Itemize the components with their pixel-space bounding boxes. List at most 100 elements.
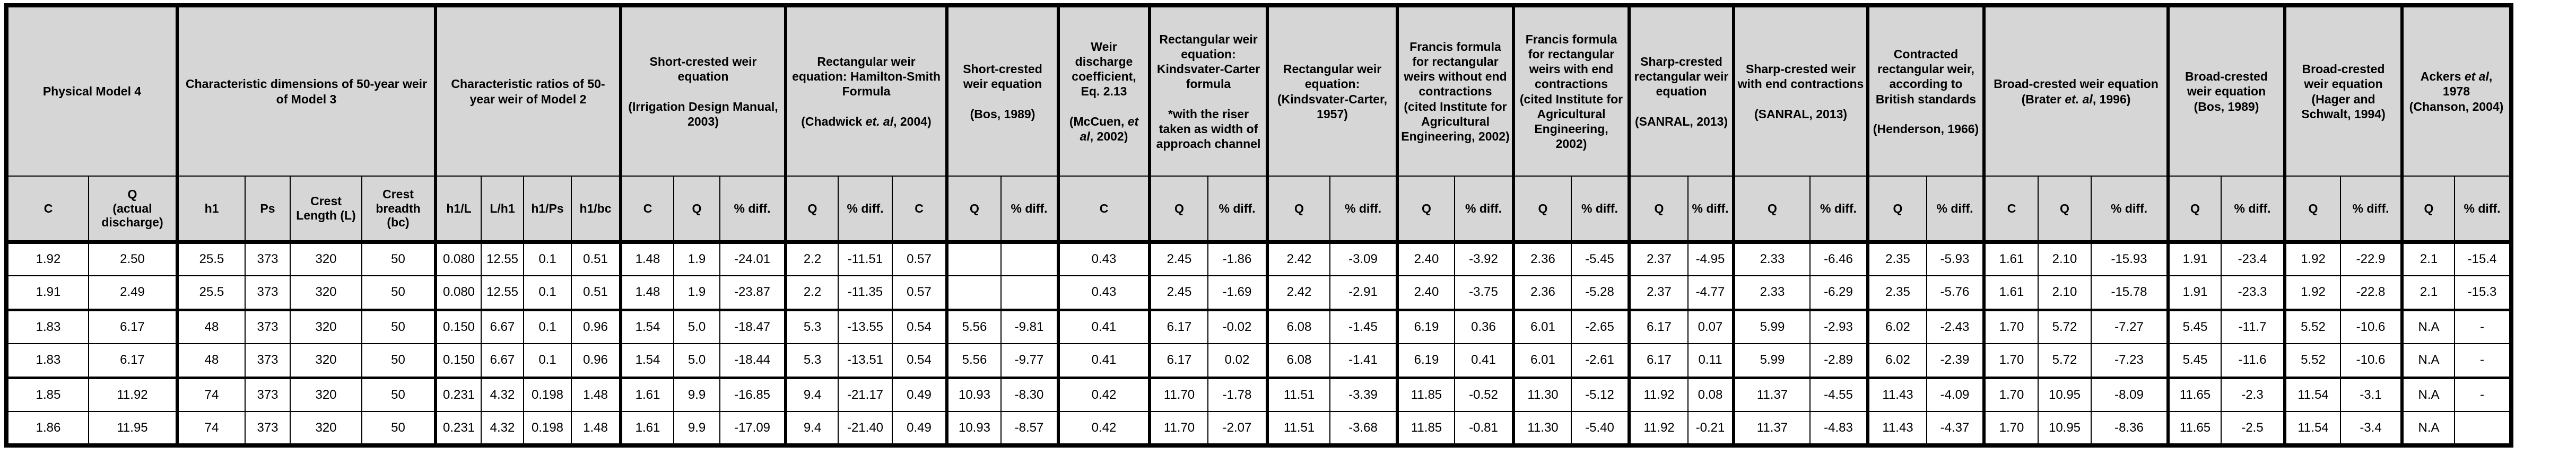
group-header: Rectangular weir equation: Hamilton-Smit… bbox=[784, 5, 947, 177]
group-header: Characteristic dimensions of 50-year wei… bbox=[176, 5, 436, 177]
table-cell: -5.12 bbox=[1571, 377, 1630, 412]
table-cell: 0.11 bbox=[1687, 343, 1734, 379]
table-cell: N.A bbox=[2400, 343, 2455, 379]
table-cell: 2.10 bbox=[2038, 241, 2092, 276]
table-cell: 320 bbox=[290, 343, 362, 379]
table-cell: 0.57 bbox=[892, 241, 947, 276]
column-header: Q bbox=[1732, 176, 1811, 244]
weir-comparison-table-container: Physical Model 4 Characteristic dimension… bbox=[4, 3, 2513, 448]
table-cell: -2.5 bbox=[2221, 411, 2285, 447]
table-cell: 11.54 bbox=[2283, 411, 2341, 447]
table-cell: - bbox=[2454, 377, 2512, 412]
table-cell: 2.10 bbox=[2038, 275, 2092, 311]
table-cell: 11.43 bbox=[1866, 411, 1927, 447]
table-cell: 1.83 bbox=[6, 309, 89, 344]
table-cell: -2.07 bbox=[1207, 411, 1268, 447]
table-cell: 2.33 bbox=[1732, 275, 1811, 311]
column-header: Q bbox=[784, 176, 839, 244]
column-header: Q bbox=[2400, 176, 2455, 244]
table-cell: 0.080 bbox=[434, 241, 482, 276]
table-cell: -2.43 bbox=[1926, 309, 1985, 344]
group-header: Broad-crested weir equation (Bos, 1989) bbox=[2166, 5, 2285, 177]
table-cell: 11.51 bbox=[1266, 411, 1330, 447]
column-header: Q bbox=[945, 176, 1002, 244]
table-cell: -8.09 bbox=[2091, 377, 2169, 412]
table-cell: -3.1 bbox=[2340, 377, 2403, 412]
column-header: h1 bbox=[176, 176, 246, 244]
column-header: Q bbox=[673, 176, 720, 244]
table-cell: 0.96 bbox=[571, 309, 621, 344]
table-cell: 6.17 bbox=[1148, 309, 1208, 344]
table-cell: -10.6 bbox=[2340, 343, 2403, 379]
column-header: C bbox=[1057, 176, 1150, 244]
table-cell: -21.40 bbox=[838, 411, 893, 447]
group-header: Francis formula for rectangular weirs wi… bbox=[1396, 5, 1514, 177]
column-header: % diff. bbox=[1000, 176, 1059, 244]
table-cell: 5.52 bbox=[2283, 309, 2341, 344]
table-cell: N.A bbox=[2400, 377, 2455, 412]
table-cell: 373 bbox=[245, 309, 291, 344]
table-cell: 2.36 bbox=[1512, 275, 1572, 311]
table-cell: 2.40 bbox=[1396, 275, 1455, 311]
table-cell: -5.93 bbox=[1926, 241, 1985, 276]
column-header: % diff. bbox=[838, 176, 893, 244]
table-cell: -7.27 bbox=[2091, 309, 2169, 344]
table-cell: 6.17 bbox=[1628, 309, 1689, 344]
table-cell: 0.42 bbox=[1057, 377, 1150, 412]
table-cell: -8.57 bbox=[1000, 411, 1059, 447]
table-cell: 0.54 bbox=[892, 309, 947, 344]
table-cell: 6.17 bbox=[1148, 343, 1208, 379]
table-cell: -11.35 bbox=[838, 275, 893, 311]
table-cell: 1.61 bbox=[1982, 275, 2039, 311]
group-header: Short-crested weir equation (Irrigation D… bbox=[619, 5, 786, 177]
table-cell: 5.72 bbox=[2038, 343, 2092, 379]
table-cell: 2.50 bbox=[88, 241, 178, 276]
table-cell: 1.92 bbox=[2283, 241, 2341, 276]
table-cell: -23.87 bbox=[719, 275, 786, 311]
table-cell: -1.78 bbox=[1207, 377, 1268, 412]
table-cell: 11.70 bbox=[1148, 411, 1208, 447]
table-cell: 1.92 bbox=[2283, 275, 2341, 311]
table-cell: -4.77 bbox=[1687, 275, 1734, 311]
table-cell bbox=[945, 275, 1002, 311]
table-cell: -23.4 bbox=[2221, 241, 2285, 276]
table-cell bbox=[1000, 241, 1059, 276]
group-header: Sharp-crested rectangular weir equation(… bbox=[1628, 5, 1734, 177]
table-row: 1.83 6.17 48 373 320 50 0.150 6.67 0.1 0.96 1.54 5.… bbox=[6, 309, 2512, 344]
column-header: % diff. bbox=[1329, 176, 1398, 244]
table-cell: -3.39 bbox=[1329, 377, 1398, 412]
table-cell: 1.91 bbox=[2166, 275, 2222, 311]
table-cell: -4.09 bbox=[1926, 377, 1985, 412]
table-cell: 0.1 bbox=[523, 241, 572, 276]
table-cell: 0.51 bbox=[571, 275, 621, 311]
table-cell: 0.198 bbox=[523, 411, 572, 447]
table-cell: 373 bbox=[245, 241, 291, 276]
table-cell: -21.17 bbox=[838, 377, 893, 412]
group-header: Rectangular weir equation: Kindsvater-Ca… bbox=[1148, 5, 1268, 177]
table-cell: 5.3 bbox=[784, 343, 839, 379]
table-cell: 11.92 bbox=[1628, 411, 1689, 447]
column-header: Q bbox=[1396, 176, 1455, 244]
table-cell: 0.36 bbox=[1454, 309, 1514, 344]
table-cell: 10.93 bbox=[945, 411, 1002, 447]
table-cell bbox=[1000, 275, 1059, 311]
group-header: Rectangular weir equation: (Kindsvater-C… bbox=[1266, 5, 1398, 177]
column-header: C bbox=[619, 176, 674, 244]
table-cell: -2.93 bbox=[1809, 309, 1868, 344]
table-cell: -4.37 bbox=[1926, 411, 1985, 447]
table-cell: -13.55 bbox=[838, 309, 893, 344]
table-cell: 50 bbox=[361, 241, 436, 276]
table-cell: 74 bbox=[176, 411, 246, 447]
table-cell: 1.48 bbox=[571, 411, 621, 447]
table-cell: -2.39 bbox=[1926, 343, 1985, 379]
table-cell: 50 bbox=[361, 377, 436, 412]
table-cell: 11.92 bbox=[88, 377, 178, 412]
table-cell: 373 bbox=[245, 411, 291, 447]
table-cell: -9.77 bbox=[1000, 343, 1059, 379]
table-cell: 2.37 bbox=[1628, 275, 1689, 311]
table-cell: 10.95 bbox=[2038, 377, 2092, 412]
table-cell: 1.9 bbox=[673, 275, 720, 311]
table-cell: 0.96 bbox=[571, 343, 621, 379]
table-cell: 1.70 bbox=[1982, 411, 2039, 447]
table-cell: 0.1 bbox=[523, 309, 572, 344]
